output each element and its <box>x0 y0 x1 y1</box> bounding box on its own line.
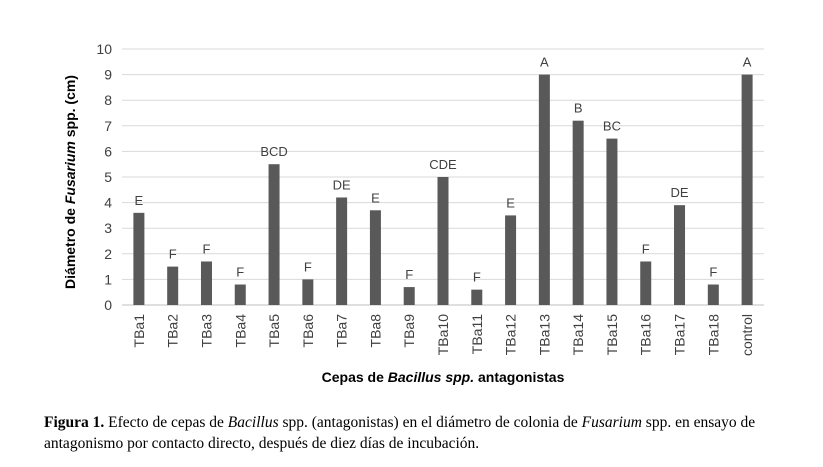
bars <box>133 74 753 306</box>
x-tick-label: TBa15 <box>604 314 620 355</box>
bar-letter-label: F <box>405 267 413 282</box>
bar-letter-label: F <box>709 265 717 280</box>
bar <box>336 197 348 305</box>
bar-letter-label: B <box>574 101 583 116</box>
y-tick-label: 2 <box>104 246 112 262</box>
y-tick-label: 3 <box>104 220 112 236</box>
caption-text: Efecto de cepas de Bacillus spp. (antago… <box>44 414 756 452</box>
bar-letter-label: CDE <box>429 157 457 172</box>
bar <box>369 210 381 305</box>
x-tick-label: TBa5 <box>266 314 282 348</box>
x-tick-label: TBa3 <box>198 314 214 348</box>
x-tick-label: TBa8 <box>367 314 383 348</box>
bar-letter-label: BCD <box>260 144 287 159</box>
bar-letter-label: F <box>169 247 177 262</box>
x-tick-label: TBa6 <box>300 314 316 348</box>
bar <box>133 212 145 305</box>
y-tick-label: 9 <box>104 67 112 83</box>
figure-caption: Figura 1. Efecto de cepas de Bacillus sp… <box>44 412 814 454</box>
bar-letter-label: A <box>743 55 752 70</box>
x-axis-title: Cepas de Bacillus spp. antagonistas <box>322 369 565 385</box>
y-tick-label: 1 <box>104 271 112 287</box>
bar-letter-label: F <box>236 265 244 280</box>
bar <box>167 266 179 305</box>
bar-letter-label: BC <box>603 119 621 134</box>
bar <box>437 177 449 305</box>
bar-letter-label: E <box>506 195 515 210</box>
bar <box>268 164 280 305</box>
bar <box>572 120 584 306</box>
x-tick-label: TBa2 <box>165 314 181 348</box>
y-tick-label: 5 <box>104 169 112 185</box>
x-tick-label: TBa1 <box>131 314 147 348</box>
bar-letter-label: F <box>642 241 650 256</box>
bar-letter-label: E <box>135 193 144 208</box>
x-tick-label: TBa12 <box>503 314 519 355</box>
bar <box>234 284 246 305</box>
x-tick-label: TBa18 <box>705 314 721 355</box>
bar-letter-label: F <box>202 241 210 256</box>
bar-letter-label: A <box>540 55 549 70</box>
bar <box>707 284 719 305</box>
bar <box>302 279 314 305</box>
x-tick-label: TBa9 <box>401 314 417 348</box>
x-tick-label: TBa7 <box>334 314 350 348</box>
caption-label: Figura 1. <box>44 414 105 431</box>
y-axis-title: Diámetro de Fusarium spp. (cm) <box>62 75 78 289</box>
bar <box>200 261 212 305</box>
x-tick-label: control <box>739 314 755 356</box>
x-tick-labels: TBa1 TBa2 TBa3 TBa4 TBa5 TBa6 TBa7 TBa8 TBa9 TBa1… <box>131 314 755 356</box>
y-tick-label: 4 <box>104 195 112 211</box>
y-tick-label: 6 <box>104 143 112 159</box>
x-tick-label: TBa14 <box>570 314 586 355</box>
y-tick-label: 10 <box>96 41 112 57</box>
bar-letter-label: DE <box>670 185 688 200</box>
bar <box>741 74 753 305</box>
x-tick-label: TBa17 <box>672 314 688 355</box>
bar <box>606 138 618 305</box>
x-tick-label: TBa13 <box>536 314 552 355</box>
y-tick-label: 0 <box>104 297 112 313</box>
bar <box>403 287 415 305</box>
y-tick-label: 8 <box>104 92 112 108</box>
x-tick-label: TBa4 <box>232 314 248 348</box>
x-tick-label: TBa16 <box>638 314 654 355</box>
bar-letter-label: F <box>304 259 312 274</box>
bar <box>674 205 686 305</box>
bar-letter-label: F <box>473 270 481 285</box>
bar-letter-label: E <box>371 190 380 205</box>
bar <box>640 261 652 305</box>
bar <box>538 74 550 305</box>
bar <box>505 215 517 305</box>
bar-letter-label: DE <box>333 177 351 192</box>
x-tick-label: TBa11 <box>469 314 485 354</box>
y-tick-labels: 0 1 2 3 4 5 6 7 8 9 10 <box>96 41 112 313</box>
bar-letter-labels: E F F F BCD F DE E F CDE F E A B BC F DE F A <box>135 55 752 285</box>
y-tick-label: 7 <box>104 118 112 134</box>
bar <box>471 289 483 305</box>
x-tick-label: TBa10 <box>435 314 451 355</box>
